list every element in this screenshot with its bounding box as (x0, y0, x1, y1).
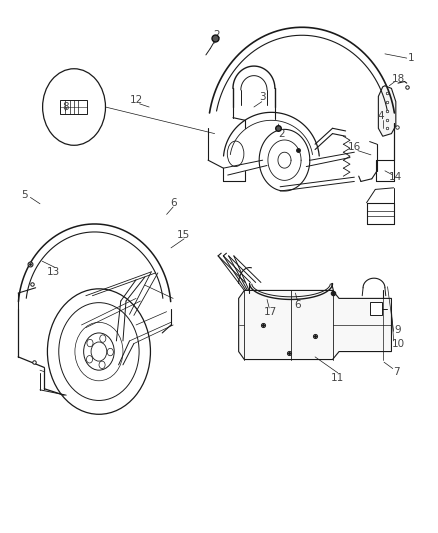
Polygon shape (378, 86, 396, 136)
Text: 13: 13 (46, 267, 60, 277)
Bar (60, 100, 87, 114)
Text: 11: 11 (331, 373, 344, 383)
Text: 8: 8 (62, 102, 69, 112)
Text: 9: 9 (395, 325, 401, 335)
Text: 6: 6 (170, 198, 177, 208)
Text: 15: 15 (177, 230, 190, 240)
Text: 2: 2 (278, 128, 285, 139)
Text: 7: 7 (393, 367, 399, 377)
Text: 6: 6 (294, 300, 301, 310)
Text: 10: 10 (392, 338, 405, 349)
Text: 2: 2 (213, 30, 220, 41)
Text: 3: 3 (259, 92, 266, 102)
Polygon shape (239, 290, 392, 360)
Text: 12: 12 (129, 95, 143, 105)
Bar (370, 302, 382, 316)
Text: 5: 5 (21, 190, 28, 200)
Text: 1: 1 (408, 53, 414, 63)
Text: 14: 14 (389, 172, 402, 182)
Text: 17: 17 (264, 307, 277, 317)
Text: 18: 18 (392, 74, 406, 84)
Text: 4: 4 (377, 111, 384, 121)
Text: 16: 16 (348, 142, 361, 152)
